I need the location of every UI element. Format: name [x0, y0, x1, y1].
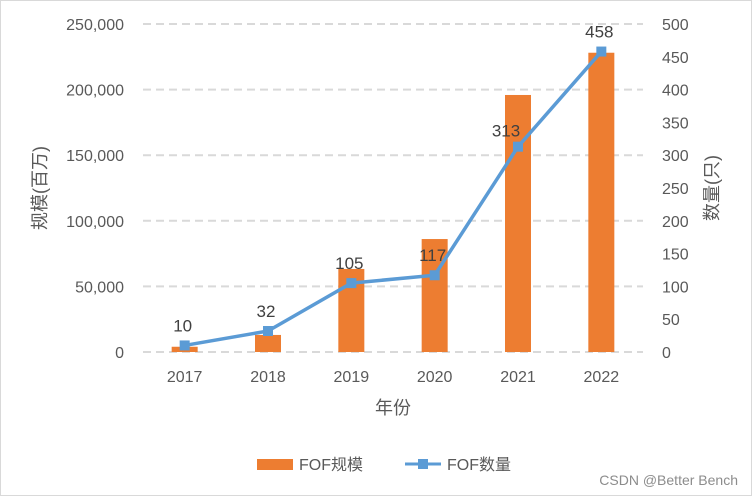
data-label: 32 [257, 302, 276, 321]
y2-tick-label: 500 [662, 17, 689, 34]
legend-label-line: FOF数量 [447, 456, 511, 474]
y2-tick-label: 100 [662, 279, 689, 296]
x-tick-label: 2020 [417, 369, 453, 386]
bar [421, 239, 448, 352]
bar [255, 334, 281, 352]
x-tick-label: 2022 [584, 369, 620, 386]
legend: FOF规模 FOF数量 [257, 456, 511, 474]
y2-tick-label: 150 [662, 247, 689, 264]
series-line [184, 50, 603, 348]
y2-tick-label: 200 [662, 214, 689, 231]
y-tick-label: 150,000 [66, 148, 124, 165]
watermark: CSDN @Better Bench [599, 472, 738, 488]
line-marker [513, 141, 523, 152]
legend-swatch-bar [257, 459, 293, 470]
y2-tick-label: 400 [662, 83, 689, 100]
line-marker [346, 278, 357, 289]
x-axis-label: 年份 [375, 398, 411, 418]
line-marker [263, 326, 273, 337]
legend-marker [418, 459, 428, 469]
data-label: 10 [173, 316, 192, 335]
bar [588, 52, 615, 353]
line-marker [179, 340, 190, 351]
y-tick-label: 100,000 [66, 214, 124, 231]
data-label: 458 [585, 23, 613, 42]
y2-tick-label: 450 [662, 50, 689, 67]
data-label: 117 [419, 246, 446, 265]
y-tick-label: 50,000 [75, 279, 124, 296]
x-tick-label: 2017 [167, 369, 203, 386]
y2-axis-label: 数量(只) [702, 155, 722, 221]
legend-label-bar: FOF规模 [299, 456, 363, 474]
y2-tick-label: 300 [662, 148, 689, 165]
data-label: 313 [492, 122, 520, 141]
y2-tick-label: 350 [662, 115, 689, 132]
y2-tick-label: 0 [662, 345, 671, 362]
line-marker [429, 270, 440, 281]
data-label: 105 [335, 254, 363, 273]
x-tick-label: 2019 [334, 369, 370, 386]
y2-tick-label: 250 [662, 181, 689, 198]
y2-tick-label: 50 [662, 312, 680, 329]
x-tick-label: 2018 [250, 369, 286, 386]
x-tick-label: 2021 [500, 369, 536, 386]
line-marker [596, 46, 607, 57]
y-tick-label: 250,000 [66, 17, 124, 34]
y-tick-label: 200,000 [66, 83, 124, 100]
y-axis-label: 规模(百万) [30, 146, 50, 230]
y-tick-label: 0 [115, 345, 124, 362]
